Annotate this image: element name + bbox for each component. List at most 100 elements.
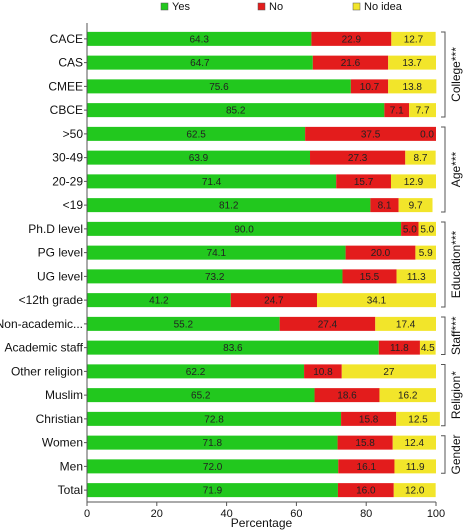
bar-yes <box>87 79 351 94</box>
data-label: 12.7 <box>404 34 424 45</box>
category-label: PG level <box>38 246 83 260</box>
group-label: Gender <box>449 434 463 474</box>
data-label: 63.9 <box>189 153 209 164</box>
bar-no-idea <box>392 435 436 450</box>
bar-no-idea <box>379 388 436 403</box>
data-label: 10.8 <box>313 367 333 378</box>
bar-no-idea <box>390 174 436 189</box>
bar-no-idea <box>419 340 436 355</box>
data-label: 27 <box>383 367 395 378</box>
legend-swatch-no-idea <box>352 2 361 11</box>
data-label: 62.5 <box>186 129 206 140</box>
data-label: 15.8 <box>359 414 379 425</box>
data-label: 16.2 <box>398 391 418 402</box>
bar-yes <box>87 316 280 331</box>
data-label: 37.5 <box>361 129 381 140</box>
data-label: 5.0 <box>420 224 434 235</box>
category-label: 30-49 <box>52 151 83 165</box>
bar-no-idea <box>341 364 436 379</box>
bar-no <box>305 126 436 141</box>
data-label: 15.8 <box>355 438 375 449</box>
bar-no <box>336 174 391 189</box>
bar-no-idea <box>394 459 436 474</box>
bar-no-idea <box>415 245 436 260</box>
group-bracket <box>441 316 446 355</box>
category-label: CMEE <box>48 79 83 93</box>
x-tick-label: 40 <box>220 508 232 520</box>
data-label: 16.1 <box>357 462 377 473</box>
bar-no <box>345 245 416 260</box>
category-label: 20-29 <box>52 174 83 188</box>
data-label: 41.2 <box>149 296 169 307</box>
data-label: 7.1 <box>390 106 404 117</box>
data-label: 74.1 <box>207 248 227 259</box>
bar-yes <box>87 483 338 498</box>
group-bracket <box>441 221 446 308</box>
bar-no <box>230 293 317 308</box>
data-label: 8.7 <box>414 153 428 164</box>
category-label: <19 <box>63 198 84 212</box>
bar-no-idea <box>405 150 436 165</box>
data-label: 75.6 <box>209 82 229 93</box>
x-tick-label: 80 <box>360 508 372 520</box>
category-label: CBCE <box>50 103 83 117</box>
group-label: Religion* <box>449 371 463 419</box>
data-label: 72.8 <box>204 414 224 425</box>
bar-yes <box>87 103 385 118</box>
bar-yes <box>87 55 313 70</box>
data-label: 71.9 <box>203 486 223 497</box>
data-label: 11.3 <box>407 272 426 283</box>
x-tick-label: 100 <box>427 508 445 520</box>
bar-yes <box>87 198 371 213</box>
data-label: 7.7 <box>416 106 430 117</box>
bar-no <box>378 340 420 355</box>
data-label: 9.7 <box>409 201 423 212</box>
bar-no <box>312 55 389 70</box>
bar-yes <box>87 459 339 474</box>
bar-no-idea <box>388 55 436 70</box>
category-label: Women <box>42 436 83 450</box>
bar-no-idea <box>391 31 436 46</box>
data-label: 55.2 <box>174 319 194 330</box>
legend-swatch-yes <box>160 2 169 11</box>
category-label: CAS <box>58 56 83 70</box>
data-label: 65.2 <box>191 391 211 402</box>
data-label: 12.0 <box>405 486 425 497</box>
x-axis-title: Percentage <box>231 516 293 530</box>
bar-no-idea <box>418 221 436 236</box>
data-label: 11.8 <box>390 343 409 354</box>
x-tick-label: 0 <box>84 508 90 520</box>
bar-no <box>338 459 395 474</box>
bar-no-idea <box>388 79 437 94</box>
bar-yes <box>87 150 311 165</box>
data-label: 83.6 <box>223 343 243 354</box>
data-label: 11.9 <box>406 462 425 473</box>
bar-yes <box>87 31 312 46</box>
bar-no-idea <box>375 316 436 331</box>
data-label: 15.7 <box>354 177 374 188</box>
x-tick-label: 20 <box>151 508 163 520</box>
category-label: Academic staff <box>5 341 84 355</box>
data-label: 5.0 <box>403 224 417 235</box>
legend-swatch-no <box>257 2 266 11</box>
data-label: 0.0 <box>420 129 434 140</box>
category-label: >50 <box>63 127 84 141</box>
bar-no <box>350 79 389 94</box>
data-label: 15.5 <box>360 272 380 283</box>
category-label: Other religion <box>11 364 83 378</box>
group-bracket <box>441 126 446 213</box>
bar-yes <box>87 388 315 403</box>
data-label: 12.9 <box>404 177 424 188</box>
bar-no-idea <box>316 293 436 308</box>
data-label: 20.0 <box>371 248 391 259</box>
data-label: 17.4 <box>396 319 416 330</box>
bar-no <box>311 31 392 46</box>
bar-no-idea <box>398 198 433 213</box>
bar-no <box>401 221 419 236</box>
bar-yes <box>87 269 343 284</box>
category-label: Christian <box>36 412 83 426</box>
bar-yes <box>87 340 379 355</box>
bar-yes <box>87 364 305 379</box>
data-label: 12.4 <box>405 438 425 449</box>
bar-yes <box>87 245 346 260</box>
